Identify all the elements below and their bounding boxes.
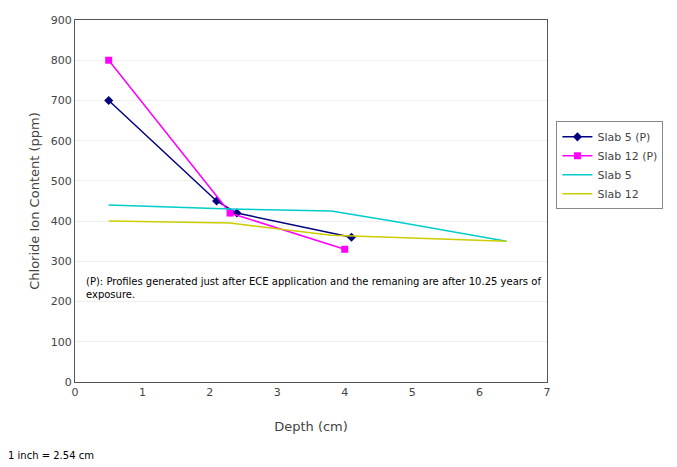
svg-text:6: 6 bbox=[476, 386, 483, 399]
svg-text:1: 1 bbox=[139, 386, 146, 399]
svg-text:600: 600 bbox=[51, 135, 72, 148]
svg-text:100: 100 bbox=[51, 336, 72, 349]
svg-text:Slab 5: Slab 5 bbox=[597, 169, 631, 182]
svg-text:Slab 12: Slab 12 bbox=[597, 188, 638, 201]
svg-text:300: 300 bbox=[51, 255, 72, 268]
svg-text:Chloride Ion Content (ppm): Chloride Ion Content (ppm) bbox=[27, 112, 42, 290]
svg-text:500: 500 bbox=[51, 175, 72, 188]
svg-text:200: 200 bbox=[51, 295, 72, 308]
svg-text:Slab 12 (P): Slab 12 (P) bbox=[597, 150, 657, 163]
svg-text:3: 3 bbox=[274, 386, 281, 399]
svg-text:7: 7 bbox=[544, 386, 551, 399]
svg-text:800: 800 bbox=[51, 54, 72, 67]
svg-text:0: 0 bbox=[72, 386, 79, 399]
svg-text:4: 4 bbox=[341, 386, 348, 399]
svg-text:2: 2 bbox=[206, 386, 213, 399]
svg-text:Slab 5 (P): Slab 5 (P) bbox=[597, 131, 650, 144]
svg-text:700: 700 bbox=[51, 94, 72, 107]
svg-text:(P): Profiles generated just a: (P): Profiles generated just after ECE a… bbox=[86, 276, 541, 300]
svg-text:400: 400 bbox=[51, 215, 72, 228]
svg-text:0: 0 bbox=[65, 376, 72, 389]
svg-text:Depth (cm): Depth (cm) bbox=[274, 419, 348, 434]
svg-text:5: 5 bbox=[409, 386, 416, 399]
svg-text:900: 900 bbox=[51, 14, 72, 27]
svg-text:1 inch = 2.54 cm: 1 inch = 2.54 cm bbox=[8, 450, 94, 461]
